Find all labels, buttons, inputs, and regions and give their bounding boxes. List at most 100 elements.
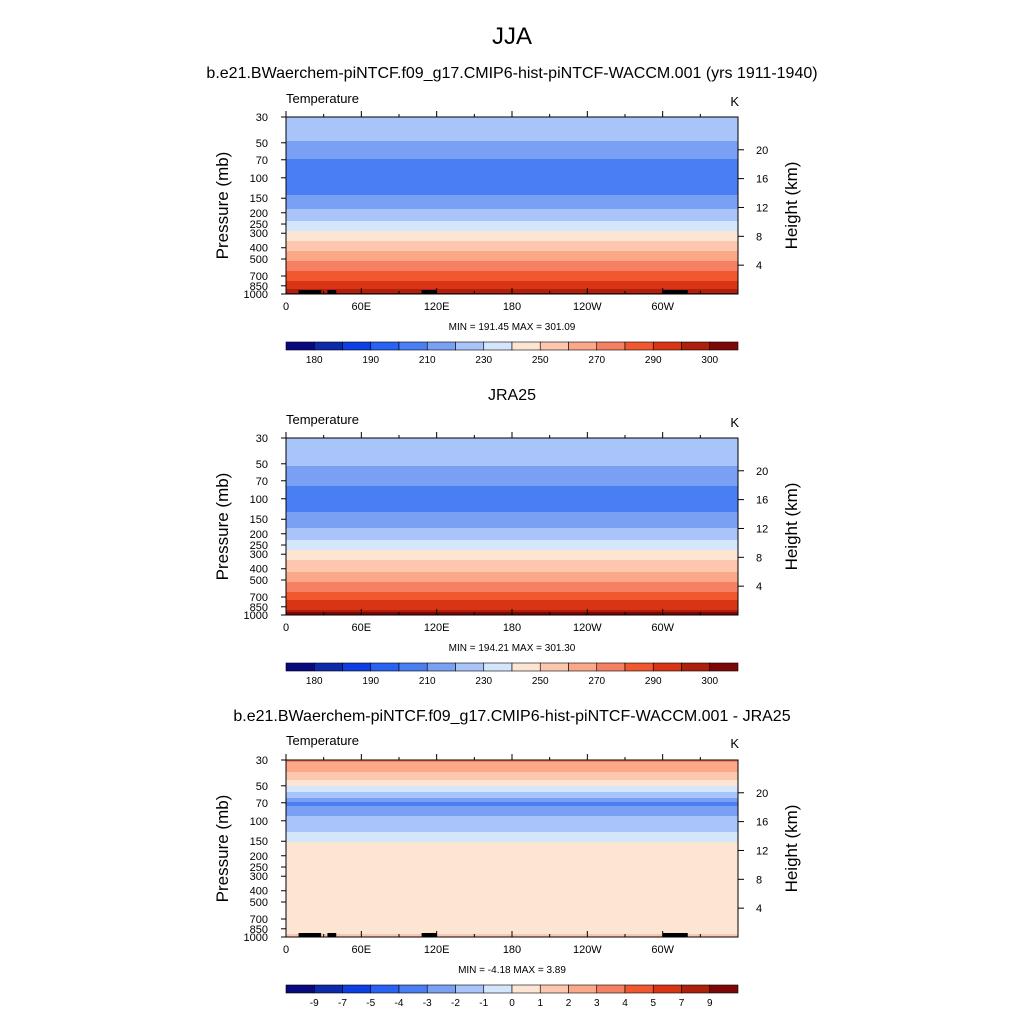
contour-band bbox=[286, 868, 738, 871]
contour-band bbox=[286, 798, 738, 801]
contour-band bbox=[286, 822, 738, 825]
contour-band bbox=[286, 281, 738, 284]
colorbar-swatch bbox=[483, 341, 513, 351]
colorbar-label: 180 bbox=[306, 355, 323, 366]
contour-band bbox=[286, 243, 738, 246]
panel-2-variable: Temperature bbox=[286, 412, 359, 427]
topography bbox=[662, 933, 688, 937]
contour-band bbox=[286, 580, 738, 583]
contour-band bbox=[286, 189, 738, 192]
contour-band bbox=[286, 802, 738, 805]
contour-band bbox=[286, 904, 738, 907]
colorbar-swatch bbox=[539, 984, 569, 994]
colorbar-swatch bbox=[313, 341, 343, 351]
x-tick-label: 60E bbox=[352, 301, 372, 313]
contour-band bbox=[286, 283, 738, 286]
contour-band bbox=[286, 456, 738, 459]
contour-band bbox=[286, 884, 738, 887]
colorbar-swatch bbox=[539, 662, 569, 672]
contour-band bbox=[286, 792, 738, 795]
y-tick-label: 500 bbox=[250, 575, 268, 587]
contour-band bbox=[286, 171, 738, 174]
y2-tick-label: 16 bbox=[756, 174, 768, 186]
colorbar-swatch bbox=[285, 662, 315, 672]
contour-band bbox=[286, 826, 738, 829]
contour-band bbox=[286, 838, 738, 841]
colorbar-label: 0 bbox=[509, 998, 515, 1009]
contour-band bbox=[286, 812, 738, 815]
colorbar-swatch bbox=[709, 341, 739, 351]
contour-band bbox=[286, 522, 738, 525]
y-axis-label: Pressure (mb) bbox=[213, 795, 232, 903]
contour-band bbox=[286, 211, 738, 214]
colorbar-label: 5 bbox=[650, 998, 656, 1009]
contour-band bbox=[286, 448, 738, 451]
contour-band bbox=[286, 512, 738, 515]
y2-tick-label: 8 bbox=[756, 874, 762, 886]
contour-band bbox=[286, 924, 738, 927]
panel-3-variable: Temperature bbox=[286, 733, 359, 748]
colorbar-swatch bbox=[426, 662, 456, 672]
contour-band bbox=[286, 494, 738, 497]
x-tick-label: 0 bbox=[283, 622, 289, 634]
contour-band bbox=[286, 181, 738, 184]
colorbar-label: 180 bbox=[306, 676, 323, 687]
contour-band bbox=[286, 450, 738, 453]
y-tick-label: 300 bbox=[250, 871, 268, 883]
contour-band bbox=[286, 902, 738, 905]
y-tick-label: 30 bbox=[256, 755, 268, 767]
contour-band bbox=[286, 866, 738, 869]
contour-band bbox=[286, 225, 738, 228]
y-tick-label: 150 bbox=[250, 836, 268, 848]
y-tick-label: 300 bbox=[250, 549, 268, 561]
panel-3-colorbar: -9 -7 -5 -4 -3 -2 -1 0 1 2 3 4 5 7 9 bbox=[285, 984, 739, 1009]
contour-band bbox=[286, 590, 738, 593]
colorbar-label: 300 bbox=[701, 355, 718, 366]
y-tick-label: 850 bbox=[250, 924, 268, 936]
contour-band bbox=[286, 920, 738, 923]
y-tick-label: 100 bbox=[250, 816, 268, 828]
contour-band bbox=[286, 766, 738, 769]
contour-band bbox=[286, 167, 738, 170]
contour-band bbox=[286, 774, 738, 777]
contour-band bbox=[286, 778, 738, 781]
contour-band bbox=[286, 894, 738, 897]
contour-band bbox=[286, 762, 738, 765]
contour-band bbox=[286, 770, 738, 773]
contour-band bbox=[286, 454, 738, 457]
y-tick-label: 1000 bbox=[244, 932, 268, 944]
colorbar-swatch bbox=[709, 984, 739, 994]
contour-band bbox=[286, 896, 738, 899]
contour-band bbox=[286, 123, 738, 126]
contour-band bbox=[286, 876, 738, 879]
x-tick-label: 120W bbox=[573, 301, 602, 313]
contour-band bbox=[286, 237, 738, 240]
contour-band bbox=[286, 526, 738, 529]
y2-axis-label: Height (km) bbox=[782, 483, 801, 571]
panel-2: JRA25 Temperature K 0 60E 120E 180 120W 60W 30… bbox=[213, 387, 801, 687]
colorbar-swatch bbox=[709, 662, 739, 672]
contour-band bbox=[286, 848, 738, 851]
contour-band bbox=[286, 245, 738, 248]
colorbar-swatch bbox=[652, 341, 682, 351]
y-axis-label: Pressure (mb) bbox=[213, 152, 232, 260]
contour-band bbox=[286, 227, 738, 230]
y2-tick-label: 4 bbox=[756, 903, 762, 915]
contour-band bbox=[286, 149, 738, 152]
contour-band bbox=[286, 179, 738, 182]
contour-band bbox=[286, 175, 738, 178]
colorbar-label: -4 bbox=[395, 998, 404, 1009]
contour-band bbox=[286, 285, 738, 288]
panel-3-stats: MIN = -4.18 MAX = 3.89 bbox=[458, 965, 566, 976]
contour-band bbox=[286, 482, 738, 485]
contour-band bbox=[286, 444, 738, 447]
contour-band bbox=[286, 578, 738, 581]
contour-band bbox=[286, 121, 738, 124]
contour-band bbox=[286, 466, 738, 469]
contour-band bbox=[286, 119, 738, 122]
colorbar-swatch bbox=[652, 662, 682, 672]
panel-2-colorbar: 180 190 210 230 250 270 290 300 bbox=[285, 662, 739, 687]
contour-band bbox=[286, 502, 738, 505]
